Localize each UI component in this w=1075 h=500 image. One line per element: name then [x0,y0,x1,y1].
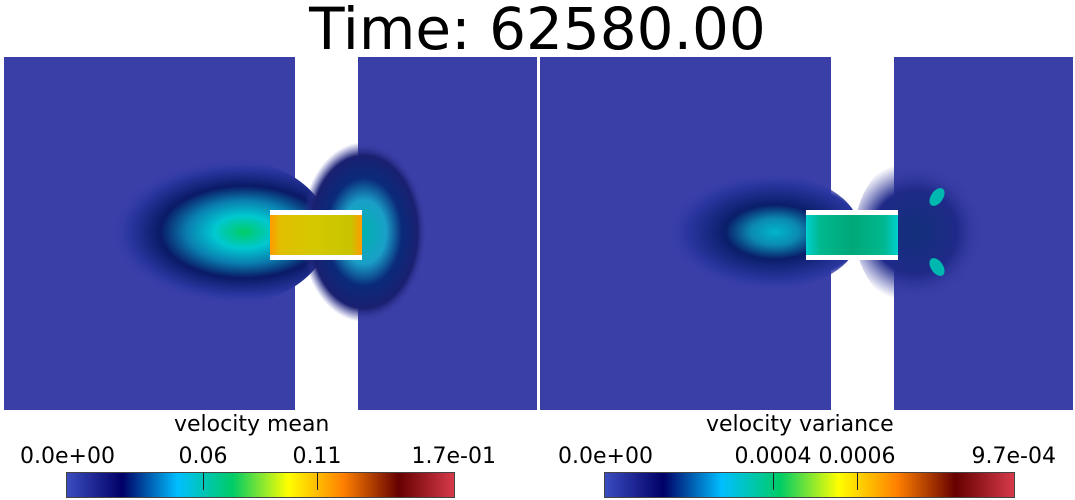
variance-colorbar-max-label: 9.7e-04 [971,444,1056,469]
mean-colorbar-tick-label: 0.06 [178,444,228,469]
variance-colorbar-tickmark [773,472,774,490]
mean-colorbar-tickmark [203,472,204,490]
mean-colorbar-title: velocity mean [174,412,330,437]
variance-colorbar-tickmark [857,472,858,490]
velocity-variance-view[interactable] [540,57,1073,410]
variance-colorbar-tick-label: 0.0006 [818,444,896,469]
mean-colorbar-tickmark [317,472,318,490]
mean-colorbar-min-label: 0.0e+00 [20,444,115,469]
variance-colorbar [604,472,1015,498]
time-title: Time: 62580.00 [309,0,766,63]
mean-colorbar [66,472,455,498]
variance-colorbar-title: velocity variance [706,412,894,437]
variance-colorbar-min-label: 0.0e+00 [558,444,653,469]
mean-colorbar-tick-label: 0.11 [292,444,342,469]
velocity-mean-view[interactable] [4,57,537,410]
variance-colorbar-tick-label: 0.0004 [734,444,812,469]
mean-colorbar-max-label: 1.7e-01 [411,444,496,469]
